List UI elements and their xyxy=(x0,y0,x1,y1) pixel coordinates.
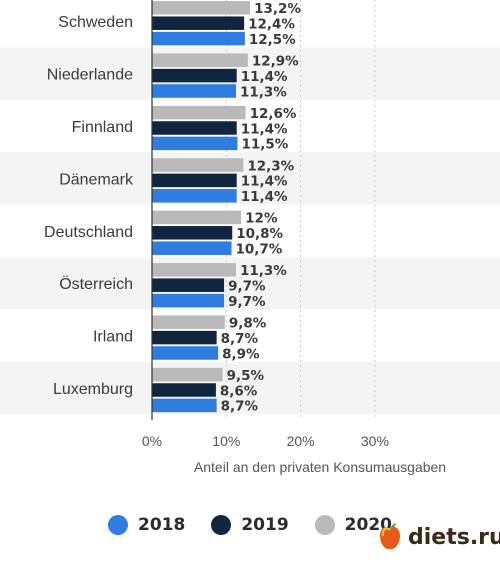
value-label: 9,8% xyxy=(229,315,267,331)
category-label: Irland xyxy=(93,329,133,346)
bar xyxy=(152,105,246,120)
value-label: 11,4% xyxy=(241,121,288,137)
category-label: Finnland xyxy=(72,119,133,136)
bar xyxy=(152,173,237,188)
row-band xyxy=(0,47,500,100)
bar xyxy=(152,398,217,413)
bar xyxy=(152,383,216,397)
legend-swatch-2018 xyxy=(108,515,128,535)
row-band xyxy=(0,361,500,415)
legend-label-2020: 2020 xyxy=(344,515,392,535)
category-label: Luxemburg xyxy=(53,381,133,398)
category-label: Dänemark xyxy=(59,171,134,188)
value-label: 11,5% xyxy=(241,137,288,153)
legend-label-2019: 2019 xyxy=(241,515,289,535)
bar xyxy=(152,226,233,240)
bar xyxy=(152,121,237,135)
value-label: 10,7% xyxy=(236,241,283,257)
category-label: Deutschland xyxy=(44,224,133,241)
bar xyxy=(152,367,223,382)
row-band xyxy=(0,152,500,205)
x-axis-title: Anteil an den privaten Konsumausgaben xyxy=(194,459,446,475)
bar xyxy=(152,293,225,308)
value-label: 12,5% xyxy=(249,32,296,48)
x-tick-label: 20% xyxy=(287,433,315,449)
bar xyxy=(152,278,225,292)
legend-item-2020[interactable]: 2020 xyxy=(314,515,392,535)
x-tick-label: 10% xyxy=(212,433,240,449)
bar xyxy=(152,330,217,345)
value-label: 8,7% xyxy=(221,331,259,347)
bar xyxy=(152,53,248,67)
value-label: 11,4% xyxy=(241,174,288,190)
value-label: 9,7% xyxy=(228,278,266,294)
bar xyxy=(152,31,245,46)
bar xyxy=(152,84,236,98)
row-bands xyxy=(0,47,500,415)
bar xyxy=(152,158,244,172)
bar xyxy=(152,346,219,360)
value-label: 12,3% xyxy=(247,158,294,174)
x-tick-labels: 0% 10% 20% 30% xyxy=(142,433,389,449)
bar xyxy=(152,241,232,255)
legend-swatch-2019 xyxy=(211,515,232,535)
value-label: 8,9% xyxy=(222,346,260,362)
value-label: 11,4% xyxy=(241,189,288,205)
value-label: 8,7% xyxy=(221,399,259,415)
category-label: Schweden xyxy=(58,14,133,31)
value-label: 13,2% xyxy=(254,1,301,17)
value-label: 12,9% xyxy=(252,53,299,69)
bar xyxy=(152,16,245,30)
bar xyxy=(152,68,237,83)
watermark-text: diets.ru xyxy=(408,524,500,550)
x-tick-label: 0% xyxy=(142,433,162,449)
bars xyxy=(152,1,251,413)
legend-item-2018[interactable]: 2018 xyxy=(108,515,185,535)
bar xyxy=(152,189,237,203)
bar xyxy=(152,210,242,225)
category-labels: Schweden Niederlande Finnland Dänemark Deuts… xyxy=(44,14,134,398)
value-label: 11,4% xyxy=(241,69,288,85)
bar xyxy=(152,1,251,15)
value-label: 10,8% xyxy=(236,226,283,242)
value-label: 12% xyxy=(245,211,278,227)
row-band xyxy=(0,257,500,310)
value-label: 9,7% xyxy=(228,294,266,310)
bar xyxy=(152,263,236,277)
legend-item-2019[interactable]: 2019 xyxy=(211,515,289,535)
bar-chart: Schweden Niederlande Finnland Dänemark Deuts… xyxy=(0,0,500,475)
legend: 2018 2019 2020 xyxy=(0,508,500,542)
value-label: 9,5% xyxy=(227,368,265,384)
value-label: 12,6% xyxy=(250,106,297,122)
category-label: Österreich xyxy=(59,275,133,293)
x-tick-label: 30% xyxy=(361,433,389,449)
legend-label-2018: 2018 xyxy=(138,515,186,535)
value-labels: 13,2%12,4%12,5%12,9%11,4%11,3%12,6%11,4%… xyxy=(220,1,301,415)
legend-swatch-2020 xyxy=(314,515,335,535)
bar xyxy=(152,315,225,329)
value-label: 12,4% xyxy=(248,16,295,32)
bar xyxy=(152,136,238,151)
apple-icon xyxy=(380,523,400,550)
value-label: 8,6% xyxy=(220,383,258,399)
value-label: 11,3% xyxy=(240,263,287,279)
watermark: diets.ru xyxy=(376,522,500,552)
value-label: 11,3% xyxy=(240,84,287,100)
category-label: Niederlande xyxy=(47,67,133,84)
